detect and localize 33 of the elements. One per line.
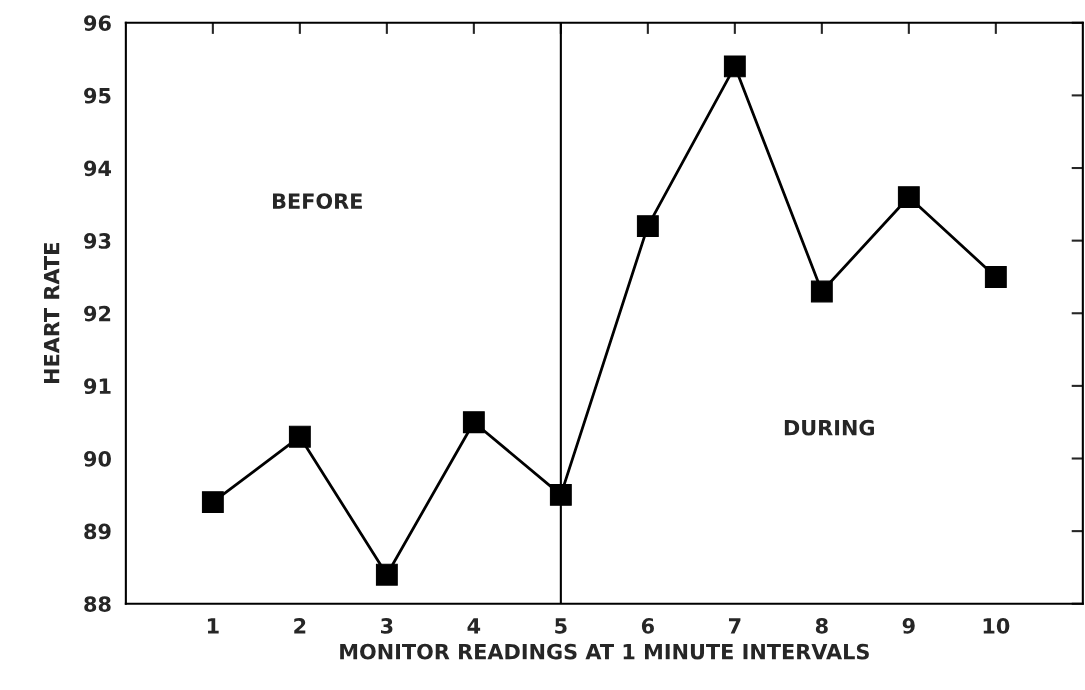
y-tick-label: 96 (84, 15, 111, 31)
y-tick-label: 91 (84, 378, 111, 395)
y-tick-label: 92 (84, 305, 111, 322)
x-tick-label: 6 (641, 618, 654, 634)
point (462, 411, 485, 434)
x-axis-title: MONITOR READINGS AT 1 MINUTE INTERVALS (340, 643, 869, 660)
y-tick-label: 89 (84, 523, 111, 540)
y-tick-label: 90 (84, 450, 111, 467)
point (810, 280, 833, 303)
x-tick-label: 10 (983, 618, 1010, 634)
x-tick-label: 5 (555, 618, 567, 634)
point (549, 483, 572, 506)
y-tick-label: 94 (84, 160, 112, 177)
y-axis-title: HEART RATE (44, 243, 60, 384)
point (201, 491, 224, 514)
point (723, 55, 746, 78)
point (984, 266, 1007, 288)
point (636, 215, 659, 238)
y-tick-label: 93 (84, 233, 111, 249)
x-tick-label: 4 (467, 618, 481, 634)
x-tick-label: 7 (728, 618, 741, 634)
y-tick-label: 88 (84, 596, 111, 612)
x-tick-label: 8 (815, 618, 828, 634)
y-tick-label: 95 (84, 87, 111, 104)
x-tick-label: 1 (207, 618, 219, 634)
point (897, 186, 920, 208)
point (288, 425, 311, 448)
annotation: DURING (784, 419, 874, 436)
x-tick-label: 9 (902, 618, 915, 634)
x-tick-label: 2 (294, 618, 306, 634)
annotation: BEFORE (273, 193, 362, 209)
point (375, 563, 398, 586)
x-tick-label: 3 (381, 618, 393, 634)
